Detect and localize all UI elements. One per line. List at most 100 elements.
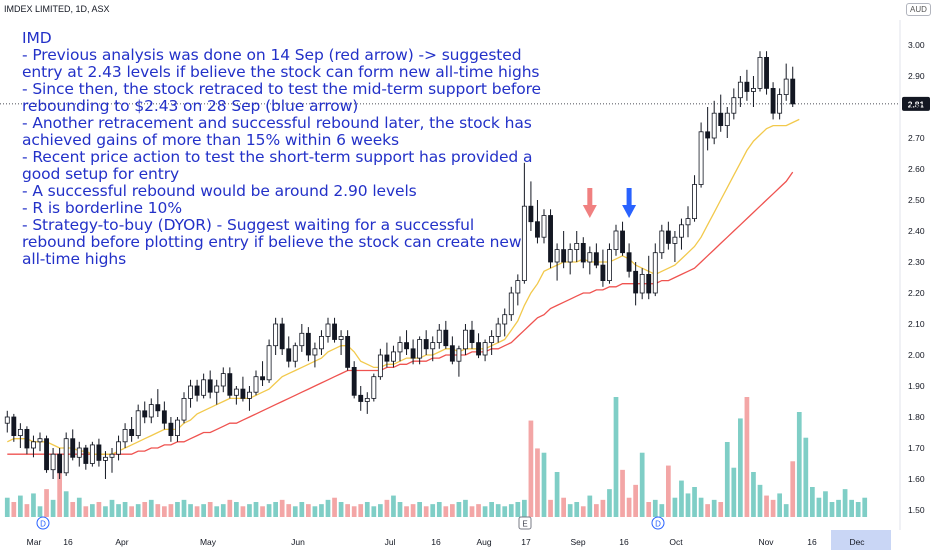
candle-body [194,385,200,396]
volume-bar [142,502,148,517]
annotation-line: - Recent price action to test the short-… [22,148,538,183]
candle-body [332,323,337,340]
volume-bar [535,448,540,517]
volume-bar [482,506,488,517]
candle-body [325,323,331,337]
volume-bar [266,504,272,517]
volume-bar [423,506,429,517]
candle-body [384,354,390,362]
candle-body [449,345,455,362]
y-tick-label: 1.90 [908,381,925,391]
candle-body [613,230,619,251]
volume-bar [410,504,416,517]
volume-bar [168,504,174,517]
y-tick-label: 2.80 [908,102,925,112]
candle-body [292,345,298,362]
volume-bar [371,506,377,517]
candle-body [423,339,429,350]
candle-body [783,78,789,95]
volume-bar [44,489,49,517]
candle-body [659,230,665,254]
volume-bar [829,502,835,517]
candle-body [548,215,553,263]
volume-bar [783,504,789,517]
annotation-line: - Previous analysis was done on 14 Sep (… [22,46,540,81]
volume-bar [803,437,809,517]
volume-bar [220,504,226,517]
y-tick-label: 2.10 [908,319,925,329]
last-price-badge [902,96,930,111]
volume-bar [659,504,665,517]
candle-body [129,428,135,436]
volume-bar [90,504,95,517]
candle-body [253,376,259,393]
x-tick-label: Mar [27,537,42,547]
y-tick-label: 2.50 [908,195,925,205]
candle-body [76,447,82,458]
earnings-marker-icon [518,516,532,530]
candle-body [751,88,756,92]
volume-bar [286,504,292,517]
candle-body [535,221,540,238]
candle-body [17,428,23,436]
x-tick-label: Sep [570,537,585,547]
y-tick-label: 1.70 [908,443,925,453]
candle-body [679,224,684,238]
symbol-title: IMDEX LIMITED, 1D, ASX [4,4,110,14]
volume-bar [103,506,108,517]
volume-bar [207,502,213,517]
volume-bar [116,504,121,517]
candle-body [757,57,763,89]
candle-body [364,397,370,402]
candle-body [175,419,180,437]
candle-body [718,112,724,126]
event-marker-label: E [522,520,527,529]
volume-bar [561,497,566,517]
volume-bar [757,484,763,517]
volume-bar [489,502,494,517]
y-tick-label: 1.80 [908,412,925,422]
candle-body [463,329,468,350]
candle-body [639,273,645,294]
candle-body [220,373,226,387]
candle-body [260,376,265,381]
candle-body [4,416,10,424]
volume-bar [312,506,318,517]
candle-body [286,348,292,362]
candle-body [96,444,102,461]
volume-bar [469,506,475,517]
candle-body [508,292,514,316]
volume-bar [18,495,23,517]
candle-body [737,81,743,99]
volume-bar [306,504,311,517]
candle-body [633,270,639,294]
candle-body [567,249,573,263]
annotation-line: - A successful rebound would be around 2… [22,182,417,200]
volume-bar [764,495,769,517]
volume-bar [63,491,69,517]
candle-body [109,453,115,458]
candle-body [404,342,409,350]
candle-body [665,230,671,244]
candle-body [443,329,449,347]
volume-bar [214,506,220,517]
volume-bar [607,489,612,517]
candle-body [521,205,527,281]
candle-body [672,236,678,244]
candle-body [161,410,167,424]
volume-bar [155,504,161,517]
last-price-label: 2.81 [908,99,925,109]
volume-bar [770,499,776,517]
candle-body [554,249,560,263]
x-tick-label: 16 [619,537,629,547]
volume-bar [50,499,56,517]
volume-bar [351,506,357,517]
volume-bar [528,420,534,517]
y-tick-label: 1.60 [908,474,925,484]
candle-body [410,348,416,359]
candle-body [116,441,121,455]
currency-badge[interactable]: AUD [906,3,931,16]
candle-body [351,366,357,396]
candle-body [600,264,606,282]
